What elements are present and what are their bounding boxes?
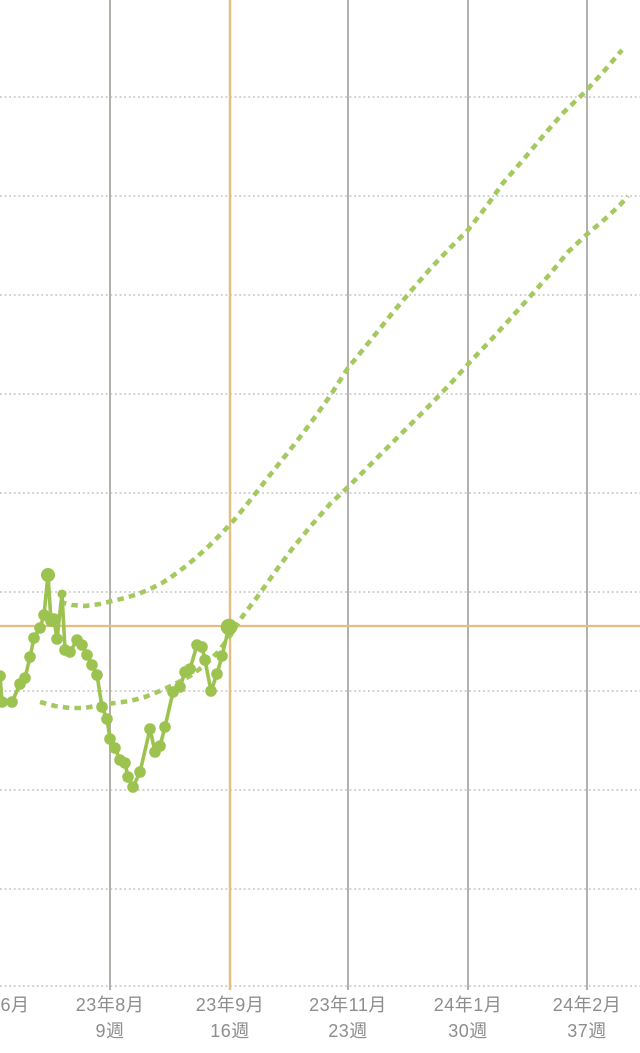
recorded-weight-point (76, 639, 88, 651)
recorded-weight-point (196, 641, 208, 653)
recorded-weight-point (34, 622, 46, 634)
recorded-weight-point (199, 654, 211, 666)
recorded-weight-point (122, 771, 134, 783)
x-axis-label-week: 30週 (448, 1021, 488, 1041)
recorded-weight-point (144, 723, 156, 735)
recorded-weight-point (109, 742, 121, 754)
projected-upper-guide-line (59, 48, 624, 609)
recorded-weight-point (211, 668, 223, 680)
recorded-weight-point (81, 649, 93, 661)
recorded-weight-point (220, 618, 238, 636)
x-axis-label: 24年2月 37週 (553, 996, 622, 1040)
recorded-weight-point (205, 685, 217, 697)
recorded-weight-point (96, 701, 108, 713)
x-axis-label: 23年11月 23週 (309, 996, 387, 1040)
x-axis-label-week: 9週 (95, 1021, 125, 1041)
recorded-weight-point (104, 733, 116, 745)
x-axis-label: 23年9月 16週 (196, 996, 265, 1040)
recorded-weight-point (19, 672, 31, 684)
recorded-weight-point (127, 781, 139, 793)
recorded-weight-point (159, 721, 171, 733)
recorded-weight-point (6, 696, 18, 708)
recorded-weight-point (119, 757, 131, 769)
recorded-weight-point (41, 568, 55, 582)
recorded-weight-point (86, 659, 98, 671)
recorded-weight-point (24, 651, 36, 663)
recorded-weight-point (101, 713, 113, 725)
x-axis-label-month: 23年9月 (195, 995, 265, 1015)
x-axis-label: 23年8月 9週 (76, 996, 145, 1040)
recorded-weight-point (0, 670, 6, 682)
recorded-weight-point (134, 766, 146, 778)
x-axis-label-month: 6月 (0, 995, 30, 1015)
recorded-weight-point (154, 740, 166, 752)
projected-lower-guide-line (39, 194, 630, 711)
recorded-weight-point (64, 646, 76, 658)
x-axis-label-week: 23週 (328, 1021, 368, 1041)
x-axis-label-week: 37週 (567, 1021, 607, 1041)
x-axis-label-month: 23年8月 (75, 995, 145, 1015)
recorded-weight-point (48, 613, 60, 625)
recorded-weight-point (0, 696, 8, 708)
x-axis-label-week: 16週 (210, 1021, 250, 1041)
x-axis-label-month: 24年1月 (433, 995, 503, 1015)
recorded-weight-point (28, 632, 40, 644)
recorded-weight-point (216, 650, 228, 662)
recorded-weight-line (0, 573, 231, 789)
x-axis-label-month: 24年2月 (552, 995, 622, 1015)
x-axis-label-month: 23年11月 (309, 995, 387, 1015)
recorded-weight-point (51, 633, 63, 645)
x-axis-label: 6月 (0, 996, 29, 1014)
recorded-weight-point (174, 681, 186, 693)
recorded-weight-point (91, 669, 103, 681)
x-axis-label: 24年1月 30週 (434, 996, 503, 1040)
recorded-weight-point (184, 663, 196, 675)
recorded-weight-point (57, 589, 67, 599)
